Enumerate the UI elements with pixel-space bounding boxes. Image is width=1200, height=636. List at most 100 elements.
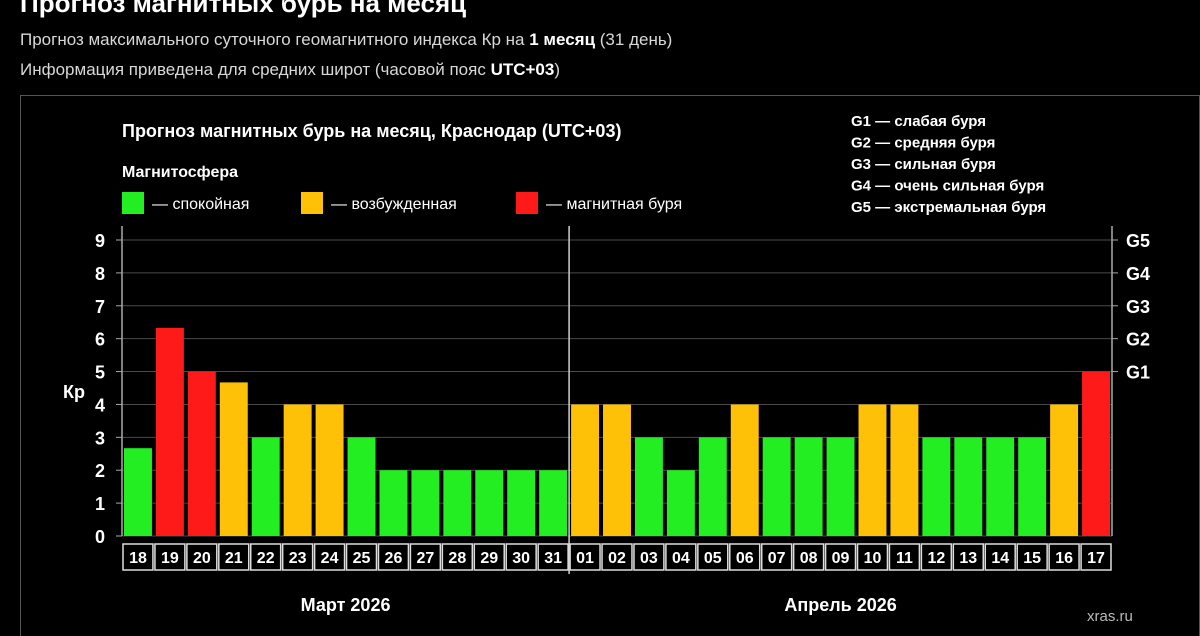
latitude-suffix: ) [554, 60, 561, 79]
kp-bar [411, 470, 440, 536]
day-label: 23 [289, 550, 307, 567]
day-label: 22 [257, 550, 275, 567]
day-label: 29 [480, 550, 498, 567]
day-label-box [633, 543, 665, 571]
kp-bar [698, 437, 727, 536]
month-label: Апрель 2026 [784, 595, 896, 615]
y-tick-label: 5 [95, 363, 105, 383]
kp-bar [315, 404, 344, 536]
day-label-box [665, 543, 697, 571]
day-label-box [888, 543, 921, 571]
kp-bar [475, 470, 504, 536]
day-label: 14 [991, 550, 1009, 567]
day-label: 26 [385, 550, 403, 567]
day-label-box [441, 543, 474, 571]
legend-swatch-excited [301, 192, 323, 214]
kp-bar [762, 437, 791, 536]
page-title: Прогноз магнитных бурь на месяц [20, 0, 467, 18]
day-label-box [760, 543, 793, 571]
day-label-box [697, 543, 729, 571]
day-label: 07 [768, 550, 786, 567]
kp-bar [539, 470, 568, 536]
kp-bar [954, 437, 983, 536]
kp-bar-chart: Прогноз магнитных бурь на месяц, Краснод… [63, 113, 1150, 625]
day-label-box [1016, 543, 1048, 571]
day-label-box [473, 543, 505, 571]
day-label-box [505, 543, 537, 571]
day-label: 11 [896, 550, 913, 567]
y-tick-label: 9 [95, 231, 105, 251]
day-label: 08 [800, 550, 818, 567]
g-tick-label: G3 [1126, 297, 1150, 317]
g-tick-label: G5 [1126, 231, 1150, 251]
month-label: Март 2026 [301, 595, 391, 615]
day-label-box [122, 543, 154, 571]
kp-bar [666, 470, 695, 536]
day-label: 15 [1023, 550, 1041, 567]
day-label: 21 [225, 550, 243, 567]
day-label: 01 [576, 550, 594, 567]
day-label: 02 [608, 550, 626, 567]
kp-bar [155, 327, 184, 536]
timezone-value: UTC+03 [490, 60, 555, 79]
legend-label-calm: — спокойная [152, 196, 249, 213]
legend-swatch-calm [122, 192, 144, 214]
kp-bar [219, 382, 248, 536]
kp-bar [571, 404, 600, 536]
forecast-description: Прогноз максимального суточного геомагни… [20, 30, 672, 50]
day-label: 13 [959, 550, 977, 567]
day-label-box [569, 543, 601, 571]
day-label-box [952, 543, 985, 571]
day-label: 18 [129, 550, 147, 567]
y-tick-label: 7 [95, 297, 105, 317]
day-label: 25 [353, 550, 371, 567]
g-tick-label: G4 [1126, 264, 1150, 284]
day-label: 12 [927, 550, 945, 567]
day-label-box [824, 543, 857, 571]
day-label: 16 [1055, 550, 1073, 567]
day-label-box [1080, 543, 1112, 571]
day-label: 10 [864, 550, 882, 567]
kp-bar [890, 404, 919, 536]
latitude-text: Информация приведена для средних широт (… [20, 60, 491, 79]
day-label-box [1048, 543, 1080, 571]
kp-bar [730, 404, 759, 536]
day-label: 27 [416, 550, 434, 567]
kp-bar [187, 371, 216, 536]
day-label: 28 [448, 550, 466, 567]
kp-bar [283, 404, 312, 536]
kp-bar [986, 437, 1015, 536]
day-label-box [345, 543, 378, 571]
day-label-box [537, 543, 569, 571]
kp-bar [507, 470, 536, 536]
g-tick-label: G2 [1126, 330, 1150, 350]
kp-bar [443, 470, 472, 536]
legend-title: Магнитосфера [122, 164, 238, 181]
legend-label-excited: — возбужденная [331, 196, 457, 213]
day-label: 17 [1087, 550, 1105, 567]
latitude-info: Информация приведена для средних широт (… [20, 60, 560, 80]
kp-bar [347, 437, 376, 536]
day-label-box [154, 543, 186, 571]
y-tick-label: 2 [95, 461, 105, 481]
kp-bar [794, 437, 823, 536]
day-label: 09 [832, 550, 850, 567]
y-tick-label: 6 [95, 330, 105, 350]
kp-bar [826, 437, 855, 536]
kp-bar [858, 404, 887, 536]
day-label-box [729, 543, 761, 571]
chart-panel: Прогноз магнитных бурь на месяц, Краснод… [20, 95, 1200, 636]
day-label-box [249, 543, 282, 571]
g-legend-item: G5 — экстремальная буря [851, 199, 1046, 216]
description-text: Прогноз максимального суточного геомагни… [20, 30, 530, 49]
day-label-box [984, 543, 1016, 571]
y-tick-label: 1 [95, 494, 105, 514]
kp-bar [603, 404, 631, 536]
day-label-box [920, 543, 953, 571]
g-legend-item: G4 — очень сильная буря [851, 178, 1044, 195]
description-days: (31 день) [595, 30, 673, 49]
day-label-box [792, 543, 825, 571]
g-legend-item: G2 — средняя буря [851, 135, 995, 152]
day-label-box [218, 543, 250, 571]
kp-bar [251, 437, 280, 536]
